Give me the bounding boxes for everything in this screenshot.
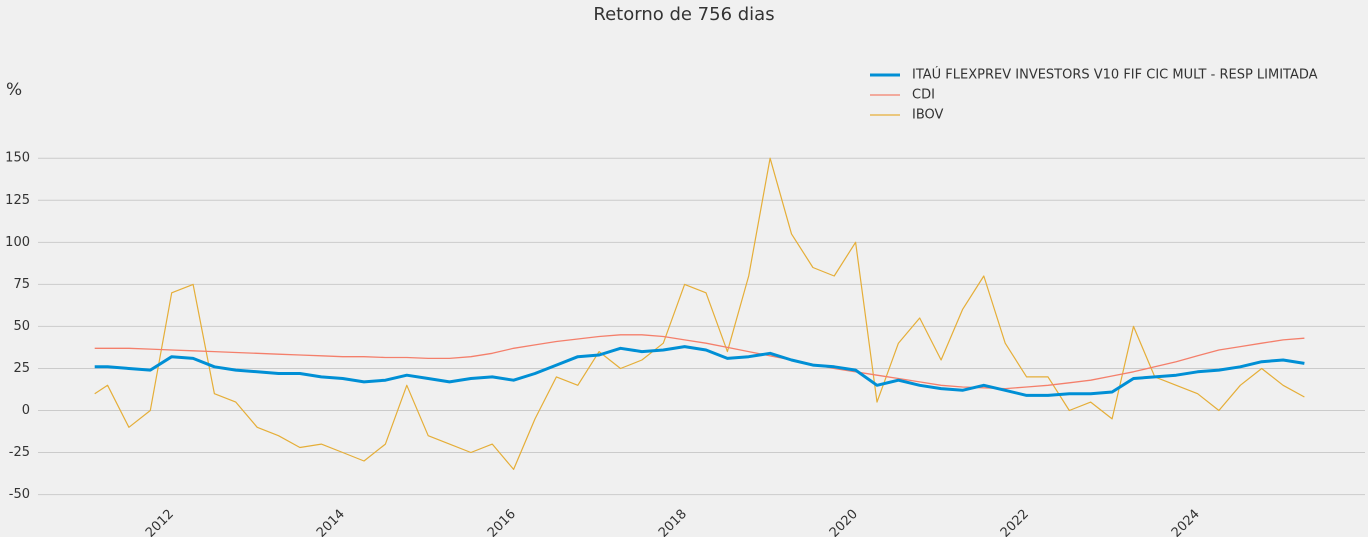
series-line bbox=[94, 345, 1305, 397]
x-tick-label: 2020 bbox=[827, 507, 861, 537]
chart-title: Retorno de 756 dias bbox=[593, 4, 774, 25]
y-tick-label: 25 bbox=[13, 361, 30, 376]
y-axis-label: % bbox=[6, 80, 22, 100]
y-tick-label: 0 bbox=[22, 403, 30, 418]
y-tick-label: 125 bbox=[5, 193, 30, 208]
x-tick-label: 2012 bbox=[143, 507, 177, 537]
y-tick-label: -25 bbox=[9, 445, 30, 460]
x-tick-label: 2022 bbox=[998, 507, 1032, 537]
series-line bbox=[94, 157, 1305, 470]
y-tick-label: 75 bbox=[13, 277, 30, 292]
y-tick-label: 100 bbox=[5, 235, 30, 250]
legend-label: CDI bbox=[912, 88, 935, 103]
y-tick-label: 50 bbox=[13, 319, 30, 334]
series-line bbox=[94, 334, 1305, 390]
legend-label: ITAÚ FLEXPREV INVESTORS V10 FIF CIC MULT… bbox=[912, 67, 1318, 83]
y-tick-label: -50 bbox=[9, 487, 30, 502]
legend-label: IBOV bbox=[912, 108, 944, 123]
y-tick-label: 150 bbox=[5, 151, 30, 166]
x-tick-label: 2018 bbox=[656, 507, 690, 537]
x-tick-label: 2014 bbox=[314, 507, 348, 537]
x-tick-label: 2024 bbox=[1169, 507, 1203, 537]
x-tick-label: 2016 bbox=[485, 507, 519, 537]
